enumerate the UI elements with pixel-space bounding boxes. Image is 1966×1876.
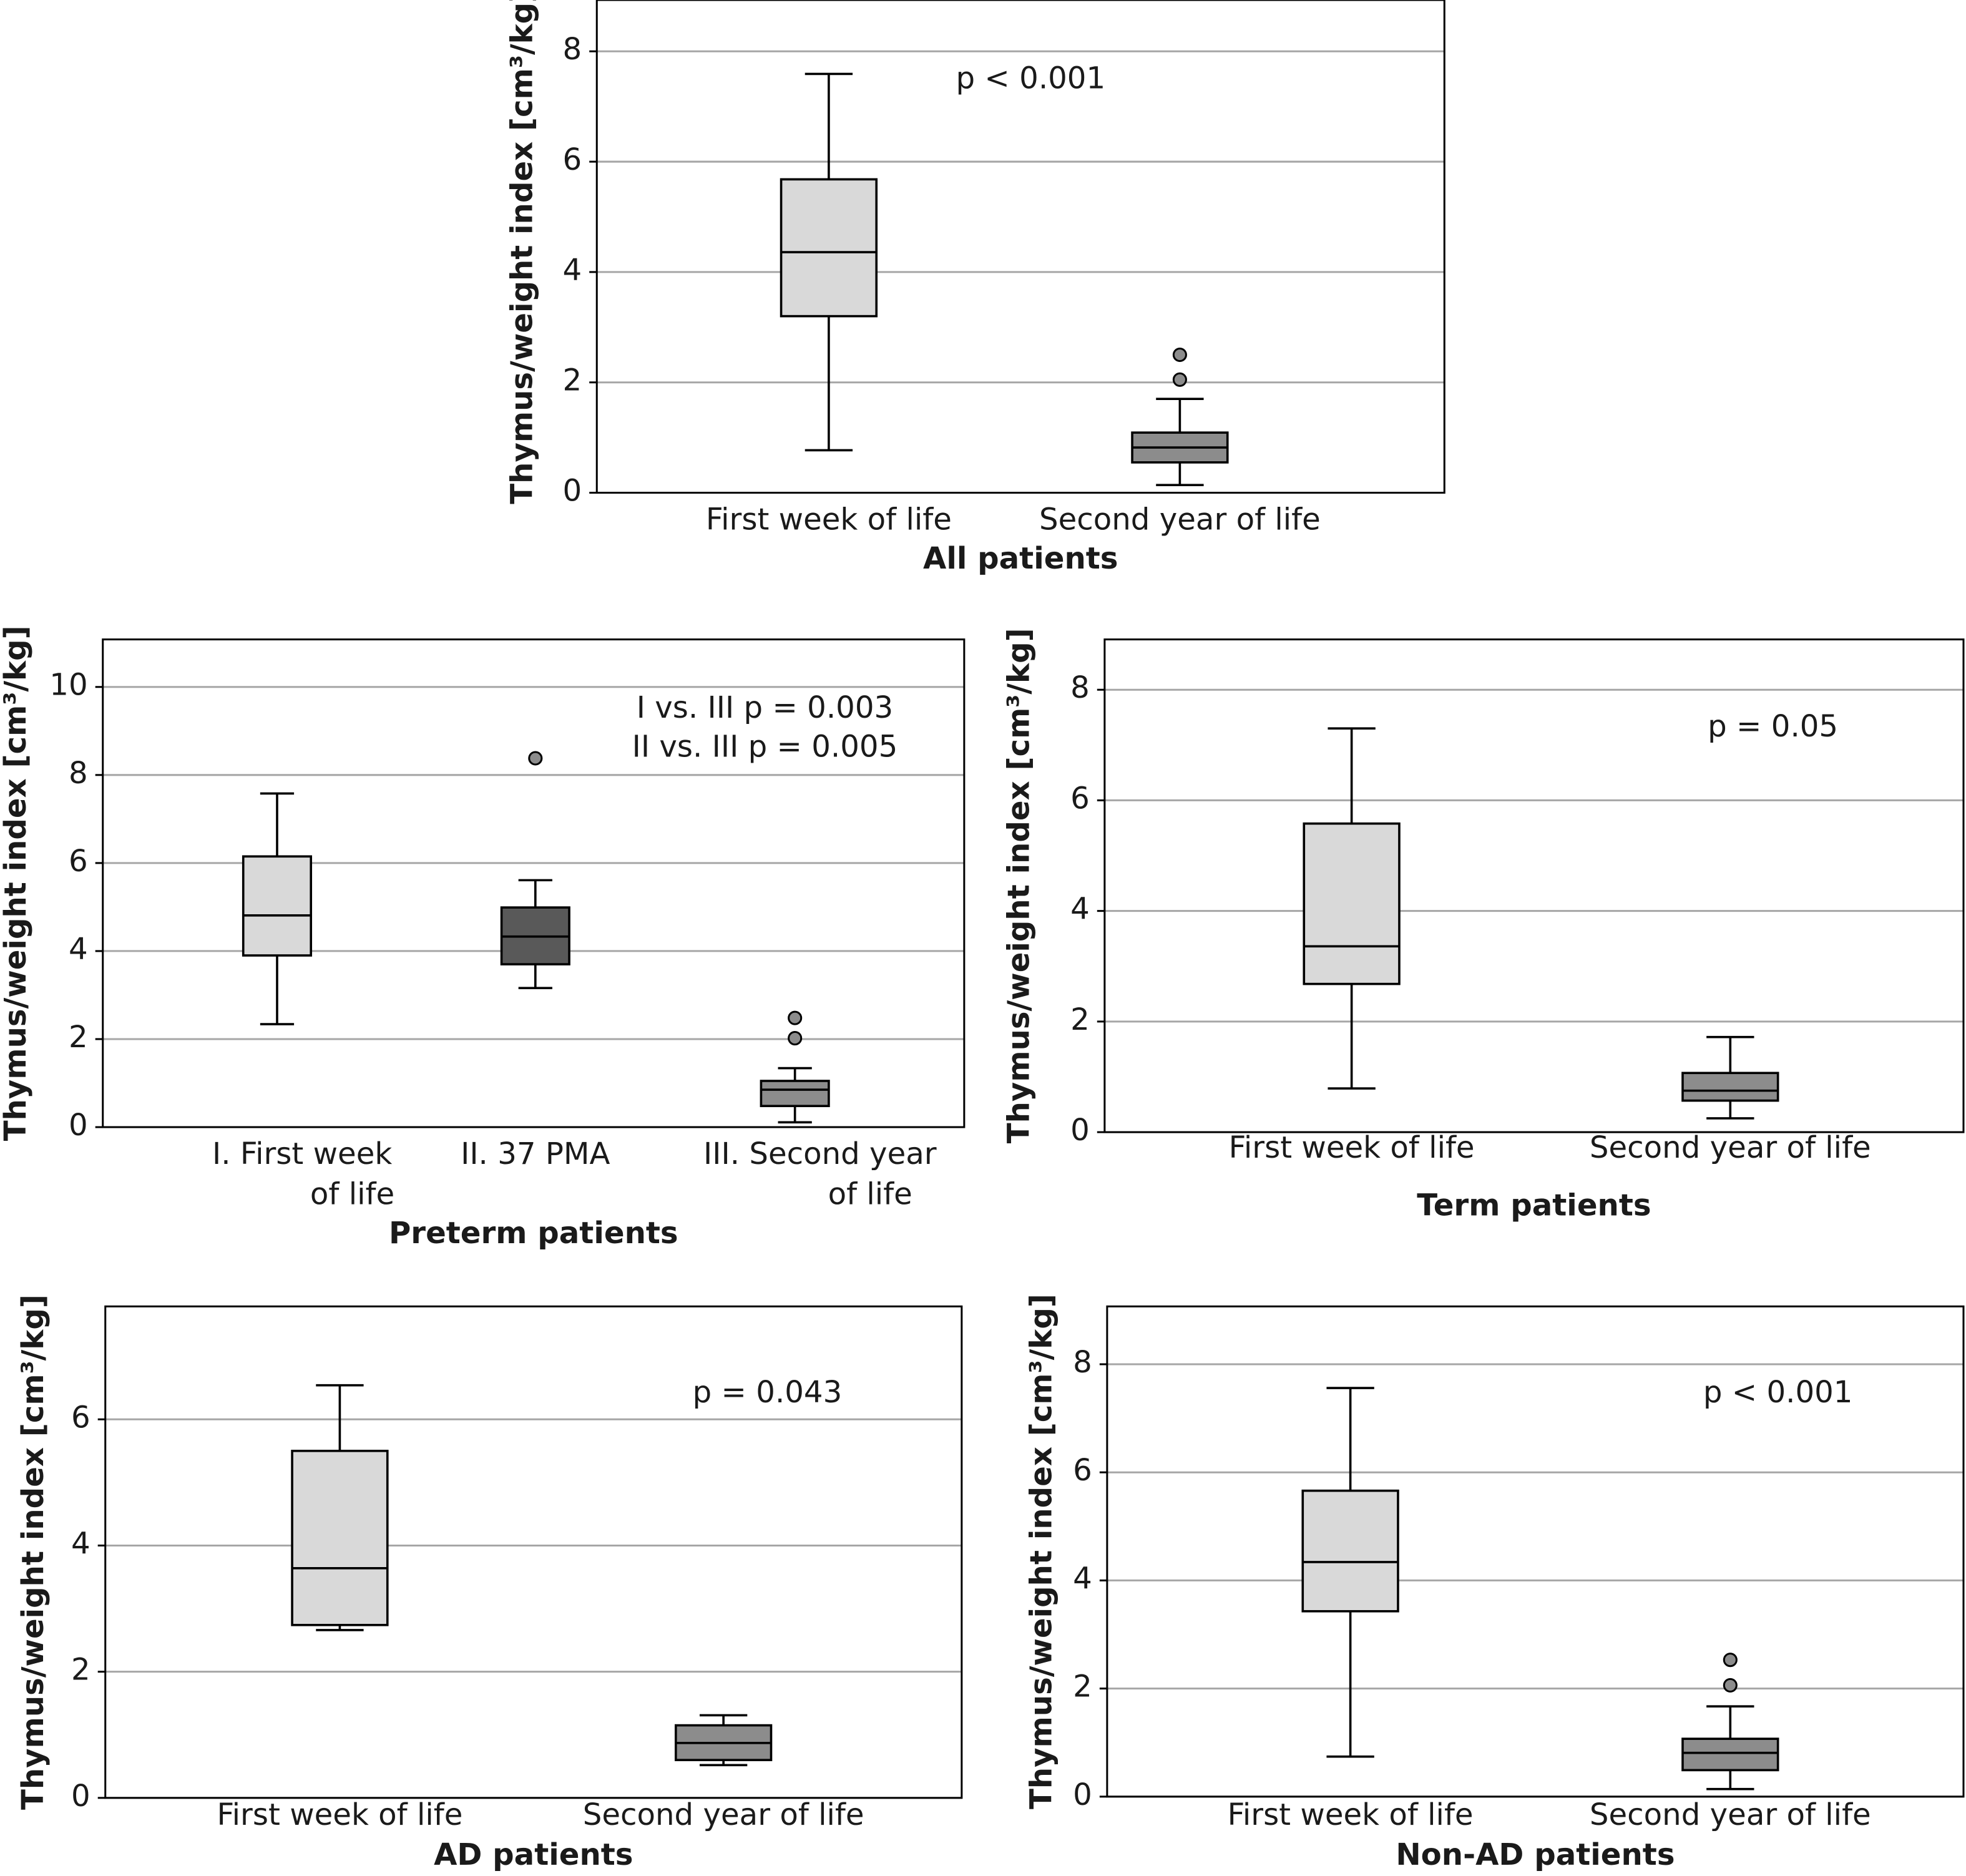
plot-frame <box>1106 1305 1965 1798</box>
annotation: II vs. III p = 0.005 <box>632 729 898 764</box>
y-tick-label: 0 <box>69 1108 88 1143</box>
annotation: I vs. III p = 0.003 <box>637 690 893 725</box>
outlier <box>1723 1653 1738 1668</box>
y-tick-label: 4 <box>71 1526 90 1561</box>
annotation: p = 0.043 <box>693 1375 843 1410</box>
y-tick-label: 6 <box>69 844 88 879</box>
plot-frame <box>104 1305 963 1799</box>
y-axis-label: Thymus/weight index [cm³/kg] <box>1001 628 1036 1143</box>
box <box>1681 1072 1779 1102</box>
x-tick-label: III. Second year of life <box>703 1136 937 1211</box>
y-tick-label: 4 <box>1070 892 1090 927</box>
chart-title: Term patients <box>1417 1188 1651 1223</box>
x-tick-label: Second year of life <box>1590 1130 1871 1165</box>
y-tick-label: 6 <box>71 1400 90 1435</box>
outlier <box>788 1010 803 1025</box>
label-line: I. First week <box>212 1136 392 1171</box>
box <box>1301 1489 1399 1613</box>
plot-frame <box>595 0 1445 494</box>
y-axis-label: Thymus/weight index [cm³/kg] <box>505 0 540 504</box>
y-axis-label: Thymus/weight index [cm³/kg] <box>1024 1294 1059 1809</box>
y-tick-label: 8 <box>69 756 88 791</box>
x-tick-label: II. 37 PMA <box>461 1136 610 1171</box>
y-tick-label: 2 <box>562 363 582 398</box>
chart-title: All patients <box>923 541 1118 576</box>
annotation: p < 0.001 <box>1703 1375 1853 1410</box>
y-tick-label: 0 <box>562 474 582 509</box>
x-tick-label: First week of life <box>1229 1130 1475 1165</box>
x-tick-label: Second year of life <box>1590 1797 1871 1832</box>
y-tick-label: 8 <box>1070 670 1090 705</box>
x-tick-label: First week of life <box>1228 1797 1474 1832</box>
box <box>760 1080 830 1108</box>
y-tick-label: 2 <box>71 1653 90 1688</box>
y-tick-label: 2 <box>1070 1002 1090 1037</box>
outlier <box>528 751 543 766</box>
y-axis-label: Thymus/weight index [cm³/kg] <box>16 1294 51 1810</box>
box <box>291 1450 389 1626</box>
outlier <box>1172 347 1187 363</box>
y-tick-label: 6 <box>562 142 582 177</box>
box <box>242 855 313 957</box>
y-tick-label: 2 <box>1073 1669 1092 1704</box>
x-tick-label: Second year of life <box>583 1797 864 1832</box>
y-tick-label: 0 <box>71 1779 90 1814</box>
y-tick-label: 6 <box>1073 1453 1092 1488</box>
y-tick-label: 0 <box>1070 1113 1090 1148</box>
annotation: p < 0.001 <box>956 61 1106 96</box>
plot-frame <box>1103 638 1965 1133</box>
y-tick-label: 4 <box>562 253 582 288</box>
outlier <box>788 1031 803 1046</box>
chart-title: Preterm patients <box>389 1216 678 1251</box>
plot-frame <box>102 638 966 1128</box>
y-tick-label: 4 <box>1073 1561 1092 1596</box>
x-tick-label: First week of life <box>217 1797 462 1832</box>
x-tick-label: First week of life <box>706 502 952 537</box>
annotation: p = 0.05 <box>1708 709 1838 744</box>
label-line: of life <box>310 1177 394 1212</box>
label-line: of life <box>828 1177 912 1212</box>
chart-title: AD patients <box>434 1837 633 1872</box>
label-line: III. Second year <box>703 1136 937 1171</box>
y-tick-label: 2 <box>69 1020 88 1055</box>
outlier <box>1723 1678 1738 1693</box>
box <box>780 178 878 318</box>
box <box>1681 1737 1779 1772</box>
x-tick-label: Second year of life <box>1039 502 1321 537</box>
y-tick-label: 10 <box>49 668 87 703</box>
y-tick-label: 8 <box>562 32 582 67</box>
y-tick-label: 4 <box>69 932 88 967</box>
y-axis-label: Thymus/weight index [cm³/kg] <box>0 625 33 1141</box>
y-tick-label: 0 <box>1073 1777 1092 1812</box>
chart-title: Non-AD patients <box>1396 1837 1675 1872</box>
box <box>1303 822 1401 985</box>
y-tick-label: 8 <box>1073 1345 1092 1380</box>
y-tick-label: 6 <box>1070 781 1090 816</box>
outlier <box>1172 372 1187 387</box>
x-tick-label: I. First week of life <box>212 1136 394 1211</box>
